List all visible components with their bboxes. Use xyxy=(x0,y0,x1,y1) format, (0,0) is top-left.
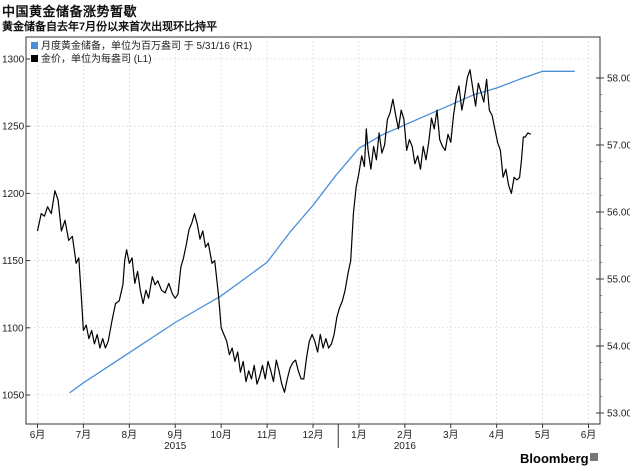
x-month-label: 6月 xyxy=(30,429,46,441)
series-line-reserves xyxy=(69,70,575,394)
y-left-tick-label: 1100 xyxy=(2,323,24,334)
brand-logo: Bloomberg xyxy=(520,451,598,466)
x-month-label: 1月 xyxy=(351,429,367,441)
x-month-label: 2月 xyxy=(397,429,413,441)
x-month-label: 5月 xyxy=(535,429,551,441)
y-right-tick-label: 53.00 xyxy=(607,409,630,420)
series-layer xyxy=(36,69,575,394)
y-right-tick-label: 56.00 xyxy=(607,208,630,219)
x-year-label: 2016 xyxy=(394,441,417,452)
y-right-tick-label: 57.00 xyxy=(607,141,630,152)
brand-corner-mark xyxy=(590,453,598,461)
legend-label-reserves: 月度黄金储备，单位为百万盎司 于 5/31/16 (R1) xyxy=(41,39,252,52)
chart-subtitle: 黄金储备自去年7月份以来首次出现环比持平 xyxy=(2,21,218,33)
grid-layer xyxy=(26,37,600,424)
y-right-tick-label: 58.00 xyxy=(607,74,630,85)
x-month-label: 7月 xyxy=(76,429,92,441)
x-month-label: 4月 xyxy=(489,429,505,441)
x-month-label: 11月 xyxy=(257,429,277,441)
chart-title: 中国黄金储备涨势暂歇 xyxy=(2,4,138,19)
x-year-label: 2015 xyxy=(164,441,187,452)
y-left-tick-label: 1250 xyxy=(2,122,25,133)
y-left-tick-label: 1200 xyxy=(2,189,25,200)
x-month-label: 3月 xyxy=(443,429,459,441)
y-left-tick-label: 1300 xyxy=(2,55,25,66)
legend-swatch-price xyxy=(31,55,38,62)
tick-layer: 1300 1250 1200 1150 1100 1050 58.00 57.00 56.00 5… xyxy=(2,55,630,453)
legend: 月度黄金储备，单位为百万盎司 于 5/31/16 (R1) 金价，单位为每盎司 … xyxy=(31,39,252,65)
x-month-label: 12月 xyxy=(302,429,323,441)
legend-label-price: 金价，单位为每盎司 (L1) xyxy=(41,52,152,65)
y-left-tick-label: 1150 xyxy=(2,256,24,267)
brand-text: Bloomberg xyxy=(520,451,589,466)
x-month-label: 9月 xyxy=(167,429,183,441)
y-left-tick-label: 1050 xyxy=(2,391,25,402)
series-line-price xyxy=(36,69,531,393)
x-month-label: 10月 xyxy=(211,429,232,441)
x-month-label: 8月 xyxy=(122,429,138,441)
y-right-tick-label: 55.00 xyxy=(607,275,630,286)
y-right-tick-label: 54.00 xyxy=(607,342,630,353)
x-month-label: 6月 xyxy=(581,429,597,441)
legend-swatch-reserves xyxy=(31,42,38,49)
